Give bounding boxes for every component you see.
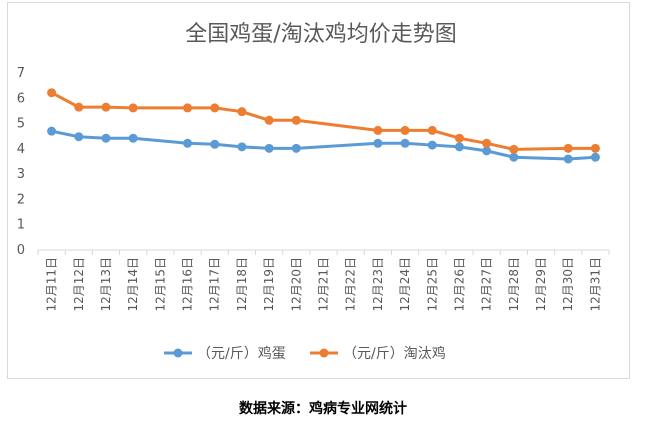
data-point [400,138,410,148]
legend: （元/斤）鸡蛋 （元/斤）淘汰鸡 [164,345,446,362]
legend-item-2: （元/斤）淘汰鸡 [310,345,446,362]
x-tick-label: 12月14日 [126,257,140,312]
y-tick-label: 4 [17,142,25,157]
data-point [47,126,57,136]
y-tick-label: 6 [17,91,25,106]
series-layer [47,88,600,164]
x-tick-label: 12月22日 [344,257,358,312]
data-point [482,146,492,156]
data-point [47,88,57,98]
data-point [590,143,600,153]
y-tick-label: 7 [17,66,25,81]
data-point [291,115,301,125]
chart-title: 全国鸡蛋/淘汰鸡均价走势图 [185,22,456,47]
x-tick-label: 12月15日 [153,257,167,312]
data-point [237,107,247,117]
x-tick-label: 12月27日 [480,257,494,312]
y-tick-label: 5 [17,117,25,132]
y-tick-label: 3 [17,167,25,182]
legend-marker [319,348,329,358]
data-point [264,143,274,153]
data-point [128,103,138,113]
data-point [509,152,519,162]
data-point [237,142,247,152]
data-point [74,132,84,142]
data-point [264,115,274,125]
x-tick-label: 12月25日 [425,257,439,312]
axes [37,249,610,255]
legend-item-1: （元/斤）鸡蛋 [164,345,286,362]
x-tick-label: 12月12日 [72,257,86,312]
x-tick-label: 12月20日 [289,257,303,312]
x-tick-label: 12月28日 [507,257,521,312]
x-tick-label: 12月18日 [235,257,249,312]
legend-label: （元/斤）淘汰鸡 [343,345,446,362]
x-tick-label: 12月11日 [45,257,59,312]
data-point [210,103,220,113]
chart-frame: 全国鸡蛋/淘汰鸡均价走势图 0 1 2 3 4 5 6 7 12月11日 12月12日 12月13… [7,2,630,379]
data-point [563,143,573,153]
y-axis-ticks: 0 1 2 3 4 5 6 7 [17,66,25,258]
x-tick-label: 12月29日 [534,257,548,312]
x-tick-label: 12月19日 [262,257,276,312]
source-note: 数据来源：鸡病专业网统计 [239,401,407,417]
x-tick-label: 12月24日 [398,257,412,312]
y-tick-label: 0 [17,243,25,258]
data-point [101,133,111,143]
x-tick-label: 12月23日 [371,257,385,312]
data-point [291,143,301,153]
x-tick-label: 12月21日 [317,257,331,312]
data-point [74,102,84,112]
data-point [454,142,464,152]
data-point [101,102,111,112]
data-point [509,144,519,154]
x-axis-ticks: 12月11日 12月12日 12月13日 12月14日 12月15日 12月16日 12月1… [45,257,603,312]
data-point [183,138,193,148]
x-tick-label: 12月16日 [181,257,195,312]
legend-label: （元/斤）鸡蛋 [197,345,286,362]
x-tick-label: 12月30日 [561,257,575,312]
data-point [373,125,383,135]
data-point [590,152,600,162]
data-point [454,133,464,143]
series-1 [47,126,600,164]
data-point [427,140,437,150]
data-point [183,103,193,113]
series-2 [47,88,600,154]
data-point [400,125,410,135]
data-point [128,133,138,143]
x-tick-label: 12月26日 [452,257,466,312]
data-point [210,139,220,149]
data-point [563,154,573,164]
y-tick-label: 2 [17,192,25,207]
data-point [482,138,492,148]
data-point [427,125,437,135]
data-point [373,138,383,148]
legend-marker [173,348,183,358]
line-chart: 全国鸡蛋/淘汰鸡均价走势图 0 1 2 3 4 5 6 7 12月11日 12月12日 12月13… [17,22,610,362]
x-tick-label: 12月31日 [588,257,602,312]
x-tick-label: 12月13日 [99,257,113,312]
x-tick-label: 12月17日 [208,257,222,312]
y-tick-label: 1 [17,218,25,233]
